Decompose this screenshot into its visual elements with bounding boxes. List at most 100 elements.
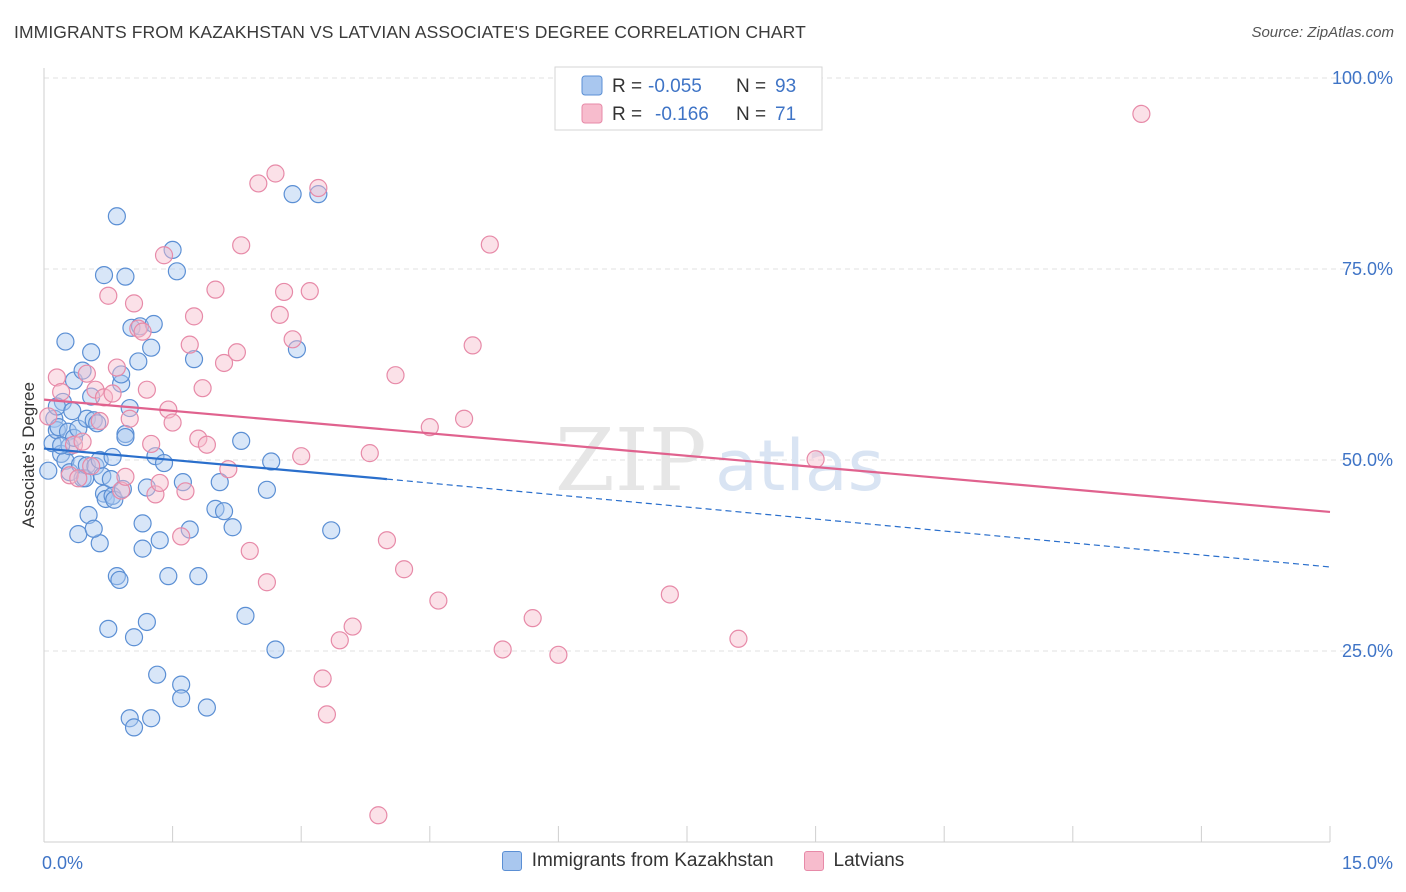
legend-blue-r-label: R = [612, 76, 642, 97]
x-tick-label-0: 0.0% [42, 853, 83, 873]
latvians-point-14 [107, 358, 126, 377]
kazakhstan-point-84 [63, 402, 82, 421]
latvians-point-28 [172, 527, 191, 546]
latvians-point-29 [176, 482, 195, 501]
latvians-point-40 [240, 541, 259, 561]
kazakhstan-point-15 [69, 525, 88, 544]
legend-blue-r-value: -0.055 [648, 76, 702, 97]
watermark: ZIP atlas [555, 411, 884, 511]
latvians-point-5 [69, 469, 88, 488]
kazakhstan-point-67 [184, 350, 204, 369]
latvians-point-44 [270, 305, 289, 324]
legend-swatch-latvians [803, 851, 824, 871]
chart-title: IMMIGRANTS FROM KAZAKHSTAN VS LATVIAN AS… [14, 22, 806, 42]
y-tick-label-1: 50.0% [1342, 450, 1393, 470]
latvians-point-17 [120, 409, 139, 428]
latvians-point-23 [146, 485, 165, 504]
kazakhstan-point-61 [163, 240, 182, 259]
kazakhstan-point-71 [210, 473, 229, 492]
y-tick-label-0: 25.0% [1342, 641, 1393, 661]
latvians-point-48 [300, 282, 319, 301]
latvians-point-54 [360, 444, 379, 463]
latvians-point-46 [283, 330, 302, 349]
latvians-point-37 [219, 460, 238, 479]
latvians-point-36 [214, 353, 234, 373]
kazakhstan-point-62 [167, 262, 186, 281]
latvians-point-39 [232, 236, 251, 255]
kazakhstan-point-73 [223, 518, 242, 537]
latvians-point-50 [313, 669, 332, 688]
kazakhstan-point-38 [110, 570, 129, 590]
legend-pink-swatch [581, 103, 603, 124]
kazakhstan-point-8 [56, 332, 75, 351]
latvians-point-24 [150, 473, 169, 493]
latvians-point-30 [180, 335, 199, 354]
kazakhstan-point-91 [133, 514, 152, 533]
latvians-point-31 [184, 307, 204, 326]
kazakhstan-point-26 [88, 414, 107, 433]
latvians-point-69 [806, 450, 825, 469]
kazakhstan-point-77 [262, 452, 281, 471]
latvians-point-7 [77, 364, 96, 383]
kazakhstan-point-86 [103, 447, 122, 467]
latvians-point-62 [463, 336, 482, 355]
latvians-point-53 [343, 617, 362, 636]
legend-blue-n-label: N = [736, 76, 766, 97]
kazakhstan-point-32 [99, 619, 118, 638]
kazakhstan-point-42 [116, 427, 135, 447]
latvians-point-47 [292, 447, 311, 466]
latvians-point-49 [309, 178, 328, 198]
legend-pink-r-label: R = [612, 104, 642, 125]
kazakhstan-point-24 [84, 411, 103, 430]
kazakhstan-point-78 [266, 640, 285, 659]
latvians-point-55 [369, 806, 388, 825]
latvians-point-42 [257, 573, 277, 592]
latvians-point-33 [193, 379, 212, 398]
latvians-point-70 [1132, 104, 1151, 124]
kazakhstan-point-58 [150, 531, 169, 550]
latvians-point-13 [103, 384, 122, 403]
kazakhstan-point-68 [189, 567, 208, 586]
latvians-point-63 [480, 235, 499, 254]
y-axis-label: Associate's Degree [19, 382, 38, 528]
kazakhstan-point-60 [159, 567, 178, 586]
kazakhstan-point-46 [124, 718, 144, 737]
latvians-point-1 [47, 368, 66, 387]
latvians-point-57 [386, 366, 405, 385]
latvians-point-64 [493, 640, 512, 659]
latvians-point-8 [82, 457, 101, 476]
legend-item-latvians: Latvians [803, 850, 904, 872]
kazakhstan-point-72 [214, 502, 234, 521]
kazakhstan-point-80 [287, 340, 307, 359]
latvians-point-12 [99, 286, 118, 305]
legend-label-kazakhstan: Immigrants from Kazakhstan [531, 850, 774, 871]
legend-blue-swatch [581, 75, 603, 96]
kazakhstan-point-57 [148, 665, 167, 684]
kazakhstan-point-89 [84, 519, 103, 538]
kazakhstan-point-48 [129, 352, 148, 371]
trend-lines [43, 398, 1331, 568]
watermark-zip: ZIP [555, 411, 707, 511]
latvians-point-0 [39, 407, 58, 426]
latvians-point-65 [523, 609, 542, 628]
kazakhstan-point-37 [107, 207, 126, 226]
legend-pink-r-value: -0.166 [655, 104, 709, 125]
y-tick-label-3: 100.0% [1332, 68, 1393, 88]
kazakhstan-point-82 [322, 521, 341, 540]
kazakhstan-point-64 [172, 689, 191, 708]
kazakhstan-point-0 [39, 461, 58, 480]
latvians-point-15 [112, 481, 131, 500]
kazakhstan-point-74 [232, 431, 251, 450]
kazakhstan-point-22 [82, 343, 101, 362]
kazakhstan-point-51 [137, 612, 156, 632]
kazakhstan-point-76 [257, 480, 277, 499]
legend-swatch-kazakhstan [501, 851, 522, 871]
latvians-point-60 [429, 591, 448, 610]
latvians-point-6 [73, 432, 92, 451]
tick-labels: 25.0% 50.0% 75.0% 100.0% 0.0% 15.0% [42, 68, 1393, 873]
series-latvians-points [39, 104, 1151, 825]
latvians-point-18 [124, 294, 144, 313]
y-tick-label-2: 75.0% [1342, 259, 1393, 279]
kazakhstan-point-43 [116, 267, 135, 286]
